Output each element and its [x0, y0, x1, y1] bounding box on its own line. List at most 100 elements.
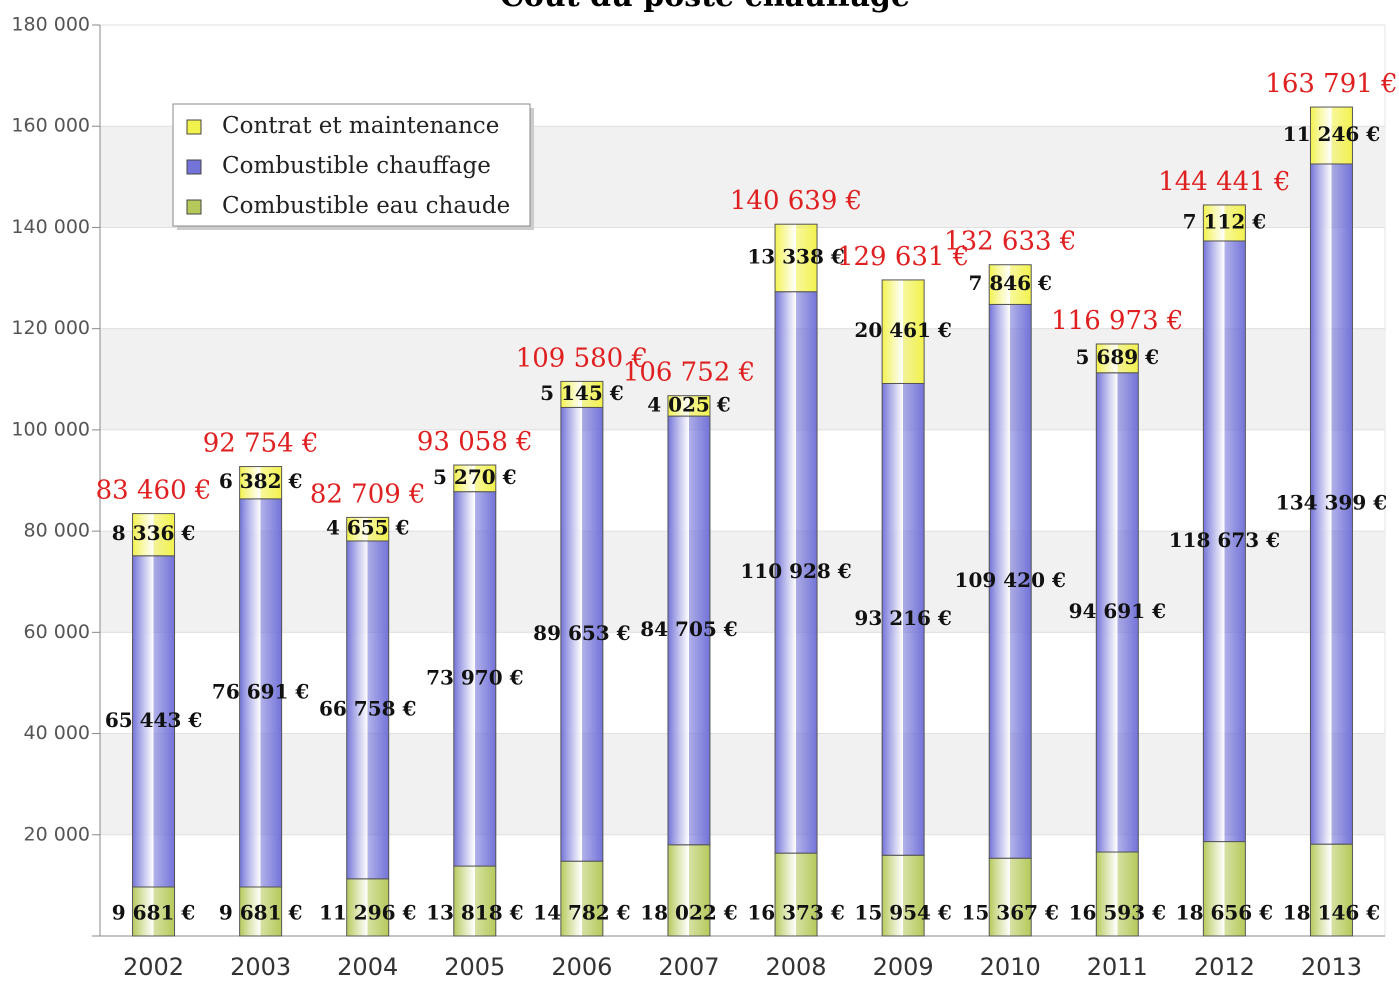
bar-segment [988, 264, 1032, 305]
x-tick-label: 2009 [873, 953, 934, 981]
data-label: 7 846 € [968, 271, 1052, 295]
data-label: 18 656 € [1176, 901, 1273, 925]
bar-segment [988, 857, 1032, 937]
data-label: 5 689 € [1076, 345, 1160, 369]
data-label: 15 954 € [854, 901, 951, 925]
bar-segment [774, 291, 818, 854]
bar-segment [881, 854, 925, 937]
x-tick-label: 2006 [551, 953, 612, 981]
total-label: 93 058 € [417, 427, 533, 457]
legend-box [172, 103, 531, 227]
x-tick-label: 2012 [1194, 953, 1255, 981]
bar-segment [1095, 343, 1139, 374]
bar-segment [1309, 163, 1353, 845]
y-tick-label: 120 000 [11, 317, 90, 339]
bar-segment [667, 395, 711, 417]
total-label: 82 709 € [310, 479, 426, 509]
x-tick-label: 2007 [658, 953, 719, 981]
data-label: 20 461 € [854, 318, 951, 342]
grid-band [100, 531, 1385, 633]
bar-segment [1202, 204, 1246, 242]
bar-segment [667, 844, 711, 937]
x-tick-label: 2010 [980, 953, 1041, 981]
bar-segment [881, 382, 925, 856]
total-label: 83 460 € [96, 476, 212, 506]
data-label: 16 593 € [1069, 901, 1166, 925]
total-label: 132 633 € [944, 227, 1076, 257]
bar-segment [667, 415, 711, 846]
y-tick-label: 100 000 [11, 418, 90, 440]
x-tick-label: 2004 [337, 953, 398, 981]
x-tick-label: 2013 [1301, 953, 1362, 981]
y-tick-label: 40 000 [24, 722, 90, 744]
bar-segment [453, 491, 497, 867]
data-label: 11 246 € [1283, 122, 1380, 146]
data-label: 9 681 € [219, 901, 303, 925]
total-label: 116 973 € [1051, 306, 1183, 336]
bar-segment [239, 466, 283, 500]
data-label: 4 655 € [326, 516, 410, 540]
data-label: 14 782 € [533, 901, 630, 925]
data-label: 18 146 € [1283, 901, 1380, 925]
data-label: 109 420 € [955, 568, 1066, 592]
data-label: 76 691 € [212, 679, 309, 703]
legend-label: Contrat et maintenance [222, 113, 499, 139]
bar-segment [346, 516, 390, 542]
bar-segment [1202, 240, 1246, 843]
y-tick-label: 180 000 [11, 14, 90, 36]
bar-segment [132, 886, 176, 937]
y-tick-label: 60 000 [24, 621, 90, 643]
grid-band [100, 328, 1385, 430]
bar-segment [132, 513, 176, 557]
data-label: 134 399 € [1276, 491, 1387, 515]
total-label: 106 752 € [623, 358, 755, 388]
x-tick-label: 2005 [444, 953, 505, 981]
bar-segment [1202, 841, 1246, 937]
data-label: 84 705 € [640, 617, 737, 641]
data-label: 89 653 € [533, 621, 630, 645]
bar-segment [988, 303, 1032, 859]
legend-swatch [186, 199, 202, 215]
y-tick-label: 160 000 [11, 115, 90, 137]
data-label: 13 818 € [426, 901, 523, 925]
legend-swatch [186, 119, 202, 135]
data-label: 18 022 € [640, 901, 737, 925]
total-label: 163 791 € [1265, 69, 1397, 99]
total-label: 129 631 € [837, 242, 969, 272]
bar-segment [774, 852, 818, 937]
bar-segment [453, 464, 497, 493]
data-label: 13 338 € [747, 244, 844, 268]
grid-band [100, 733, 1385, 835]
bar-segment [560, 380, 604, 408]
data-label: 94 691 € [1069, 599, 1166, 623]
y-tick-label: 140 000 [11, 216, 90, 238]
data-label: 11 296 € [319, 901, 416, 925]
data-label: 16 373 € [747, 901, 844, 925]
total-label: 92 754 € [203, 429, 319, 459]
data-label: 4 025 € [647, 392, 731, 416]
bar-segment [1309, 843, 1353, 937]
data-label: 5 270 € [433, 465, 517, 489]
legend-swatch [186, 159, 202, 175]
total-label: 109 580 € [516, 343, 648, 373]
x-tick-label: 2008 [766, 953, 827, 981]
data-label: 15 367 € [961, 901, 1058, 925]
data-label: 8 336 € [112, 521, 196, 545]
bar-segment [239, 498, 283, 888]
data-label: 110 928 € [740, 559, 851, 583]
bar-segment [560, 406, 604, 862]
bar-segment [560, 860, 604, 937]
data-label: 9 681 € [112, 901, 196, 925]
bar-segment [1095, 851, 1139, 937]
legend-label: Combustible eau chaude [222, 193, 510, 219]
x-tick-label: 2002 [123, 953, 184, 981]
bar-segment [881, 279, 925, 384]
bar-segment [346, 540, 390, 880]
data-label: 93 216 € [854, 606, 951, 630]
x-tick-label: 2003 [230, 953, 291, 981]
bar-segment [453, 865, 497, 937]
chart-title: Coût du poste chauffage [500, 0, 910, 14]
bar-segment [239, 886, 283, 937]
data-label: 7 112 € [1183, 209, 1267, 233]
